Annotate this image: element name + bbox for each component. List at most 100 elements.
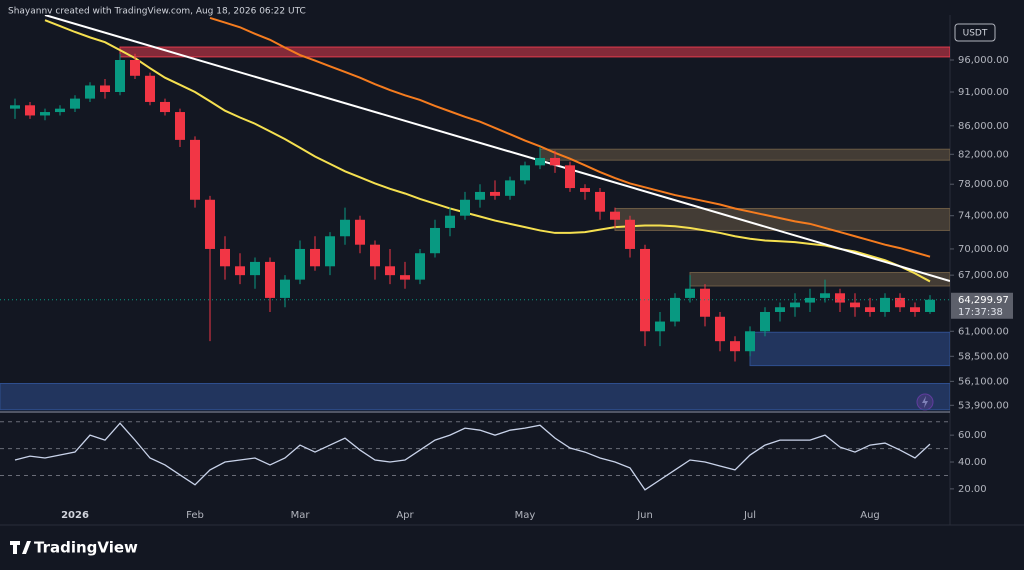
moving-average: [44, 19, 931, 283]
y-tick-label: 67,000.00: [958, 270, 1009, 281]
candle-body: [775, 307, 785, 312]
candle-body: [715, 316, 725, 342]
candle-body: [25, 105, 35, 116]
candle-body: [295, 248, 305, 280]
y-tick-label: 61,000.00: [958, 326, 1009, 337]
x-tick-label: Jul: [743, 510, 756, 521]
candle-body: [925, 299, 935, 312]
rsi-tick-label: 20.00: [958, 484, 987, 495]
candle-body: [400, 275, 410, 280]
zone: [539, 148, 950, 161]
candle-body: [175, 112, 185, 140]
header: Shayannv created with TradingView.com, A…: [8, 7, 306, 17]
candle-body: [220, 248, 230, 267]
candle-body: [640, 248, 650, 332]
y-tick-label: 74,000.00: [958, 211, 1009, 222]
logo: TradingView: [10, 539, 138, 557]
zone: [749, 331, 950, 367]
candle-body: [445, 215, 455, 228]
x-tick-label: Apr: [396, 510, 414, 521]
rsi-line: [14, 422, 931, 491]
candle-body: [850, 302, 860, 308]
candle-body: [160, 101, 170, 113]
candle-body: [730, 341, 740, 352]
moving-average: [209, 16, 931, 258]
y-tick-label: 58,500.00: [958, 351, 1009, 362]
x-tick-label: Feb: [186, 510, 204, 521]
rsi-tick-label: 60.00: [958, 430, 987, 441]
candle-body: [895, 297, 905, 308]
x-tick-label: 2026: [61, 510, 89, 521]
logo-text: TradingView: [34, 539, 138, 557]
candle-body: [490, 191, 500, 196]
x-tick-label: Aug: [860, 510, 880, 521]
candle-body: [505, 180, 515, 196]
last-price-label: 64,299.97: [958, 295, 1009, 306]
candle-body: [190, 139, 200, 200]
candle-body: [430, 227, 440, 254]
candle-body: [310, 248, 320, 267]
candle-body: [685, 288, 695, 298]
currency: USDT: [963, 29, 988, 39]
candle-body: [115, 60, 125, 92]
trendline: [44, 15, 950, 282]
rsi-tick-label: 40.00: [958, 457, 987, 468]
candle-body: [145, 75, 155, 102]
last-price-box: [951, 292, 1013, 319]
candle-body: [475, 191, 485, 200]
candle-body: [745, 331, 755, 352]
candle-body: [55, 108, 65, 113]
candle-body: [250, 261, 260, 276]
candle-body: [40, 112, 50, 116]
countdown: 17:37:38: [958, 307, 1003, 318]
y-tick-label: 70,000.00: [958, 244, 1009, 255]
candle-body: [670, 297, 680, 322]
y-tick-label: 82,000.00: [958, 149, 1009, 160]
zone: [0, 383, 950, 411]
candle-body: [700, 288, 710, 317]
candle-body: [610, 211, 620, 220]
candle-body: [235, 266, 245, 276]
candle-body: [205, 199, 215, 249]
y-tick-label: 53,900.00: [958, 400, 1009, 411]
x-tick-label: May: [515, 510, 536, 521]
candle-body: [580, 188, 590, 192]
candle-body: [370, 244, 380, 267]
y-tick-label: 86,000.00: [958, 121, 1009, 132]
currency-box: [954, 23, 996, 42]
candle-body: [880, 297, 890, 312]
candle-body: [520, 165, 530, 181]
candle-body: [385, 266, 395, 276]
candle-body: [550, 157, 560, 166]
candle-body: [325, 236, 335, 267]
y-tick-label: 78,000.00: [958, 179, 1009, 190]
candle-body: [130, 60, 140, 76]
candle-body: [265, 261, 275, 298]
candle-body: [70, 98, 80, 109]
y-tick-label: 56,100.00: [958, 376, 1009, 387]
candle-body: [100, 85, 110, 92]
zone: [119, 46, 950, 58]
candle-body: [805, 297, 815, 303]
candle-body: [340, 219, 350, 237]
y-tick-label: 91,000.00: [958, 87, 1009, 98]
candle-body: [565, 165, 575, 189]
zone: [689, 271, 950, 287]
candle-body: [625, 219, 635, 249]
candle-body: [415, 253, 425, 280]
candle-body: [835, 293, 845, 303]
candle-body: [85, 85, 95, 99]
candle-body: [535, 157, 545, 166]
candle-body: [790, 302, 800, 308]
candle-body: [760, 311, 770, 332]
candle-body: [10, 105, 20, 109]
y-tick-label: 96,000.00: [958, 55, 1009, 66]
candle-body: [355, 219, 365, 245]
candle-body: [460, 199, 470, 216]
candle-body: [865, 307, 875, 312]
candle-body: [910, 307, 920, 312]
candle-body: [820, 293, 830, 298]
candle-body: [280, 279, 290, 298]
candle-body: [595, 191, 605, 212]
